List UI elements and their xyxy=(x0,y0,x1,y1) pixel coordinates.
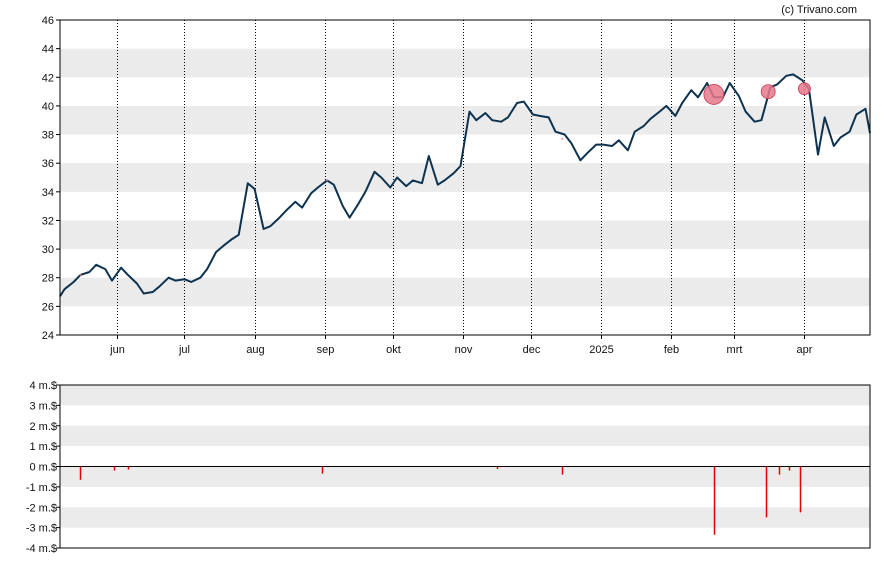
y-tick-label: 32 xyxy=(42,215,54,227)
x-tick-label: feb xyxy=(664,344,679,356)
price-series xyxy=(59,73,871,297)
price-band xyxy=(60,105,870,135)
x-tick-label: mrt xyxy=(727,344,743,356)
volume-bars xyxy=(79,466,802,535)
y-tick-label: 42 xyxy=(42,72,54,84)
y-tick-label: 38 xyxy=(42,130,54,142)
price-band xyxy=(60,277,870,307)
x-tick-label: 2025 xyxy=(589,344,613,356)
x-tick-label: nov xyxy=(455,344,473,356)
price-band xyxy=(60,163,870,192)
y-tick-label: 24 xyxy=(42,330,54,342)
volume-band xyxy=(60,466,870,487)
trade-marker xyxy=(797,82,811,96)
y-tick-label: 34 xyxy=(42,187,54,199)
price-panel: 24 26 28 30 32 34 36 38 40 42 44 46 jun jul aug sep okt… xyxy=(42,15,871,356)
volume-y-tick-label: -2 m.$ xyxy=(26,502,57,514)
price-bands xyxy=(60,48,870,307)
x-tick-label: okt xyxy=(386,344,401,356)
volume-panel: 4 m.$ 3 m.$ 2 m.$ 1 m.$ 0 m.$ -1 m.$ -2 m.$ -3 … xyxy=(26,380,871,555)
price-y-ticks: 24 26 28 30 32 34 36 38 40 42 44 46 xyxy=(42,15,60,342)
volume-y-ticks: 4 m.$ 3 m.$ 2 m.$ 1 m.$ 0 m.$ -1 m.$ -2 m.$ -3 … xyxy=(26,380,60,555)
price-band xyxy=(60,48,870,78)
volume-y-tick-label: 1 m.$ xyxy=(29,441,57,453)
y-tick-label: 26 xyxy=(42,301,54,313)
volume-band xyxy=(60,425,870,447)
trade-marker xyxy=(561,137,564,140)
price-markers xyxy=(79,82,811,276)
x-tick-label: aug xyxy=(246,344,264,356)
volume-y-tick-label: 0 m.$ xyxy=(29,462,57,474)
price-band xyxy=(60,220,870,250)
x-tick-label: sep xyxy=(317,344,335,356)
volume-y-tick-label: -3 m.$ xyxy=(26,523,57,535)
x-tick-label: jul xyxy=(178,344,190,356)
volume-panel-frame xyxy=(59,384,871,549)
x-tick-label: apr xyxy=(797,344,813,356)
volume-y-tick-label: 4 m.$ xyxy=(29,380,57,392)
copyright-label: (c) Trivano.com xyxy=(781,4,857,16)
volume-bands xyxy=(60,385,870,528)
volume-y-tick-label: 2 m.$ xyxy=(29,421,57,433)
y-tick-label: 28 xyxy=(42,273,54,285)
volume-y-tick-label: -4 m.$ xyxy=(26,543,57,555)
price-x-ticks: jun jul aug sep okt nov dec 2025 feb mrt apr xyxy=(109,335,813,356)
price-panel-frame xyxy=(59,19,871,336)
volume-band xyxy=(60,507,870,528)
y-tick-label: 40 xyxy=(42,101,54,113)
y-tick-label: 46 xyxy=(42,15,54,27)
y-tick-label: 44 xyxy=(42,44,54,56)
trade-marker xyxy=(760,84,776,99)
price-line xyxy=(59,73,871,297)
x-tick-label: dec xyxy=(523,344,541,356)
volume-band xyxy=(60,385,870,406)
volume-y-tick-label: -1 m.$ xyxy=(26,482,57,494)
trade-marker xyxy=(325,179,328,182)
x-tick-label: jun xyxy=(109,344,125,356)
trade-marker xyxy=(703,84,725,105)
volume-y-tick-label: 3 m.$ xyxy=(29,400,57,412)
y-tick-label: 30 xyxy=(42,244,54,256)
y-tick-label: 36 xyxy=(42,158,54,170)
trade-marker xyxy=(79,273,82,276)
